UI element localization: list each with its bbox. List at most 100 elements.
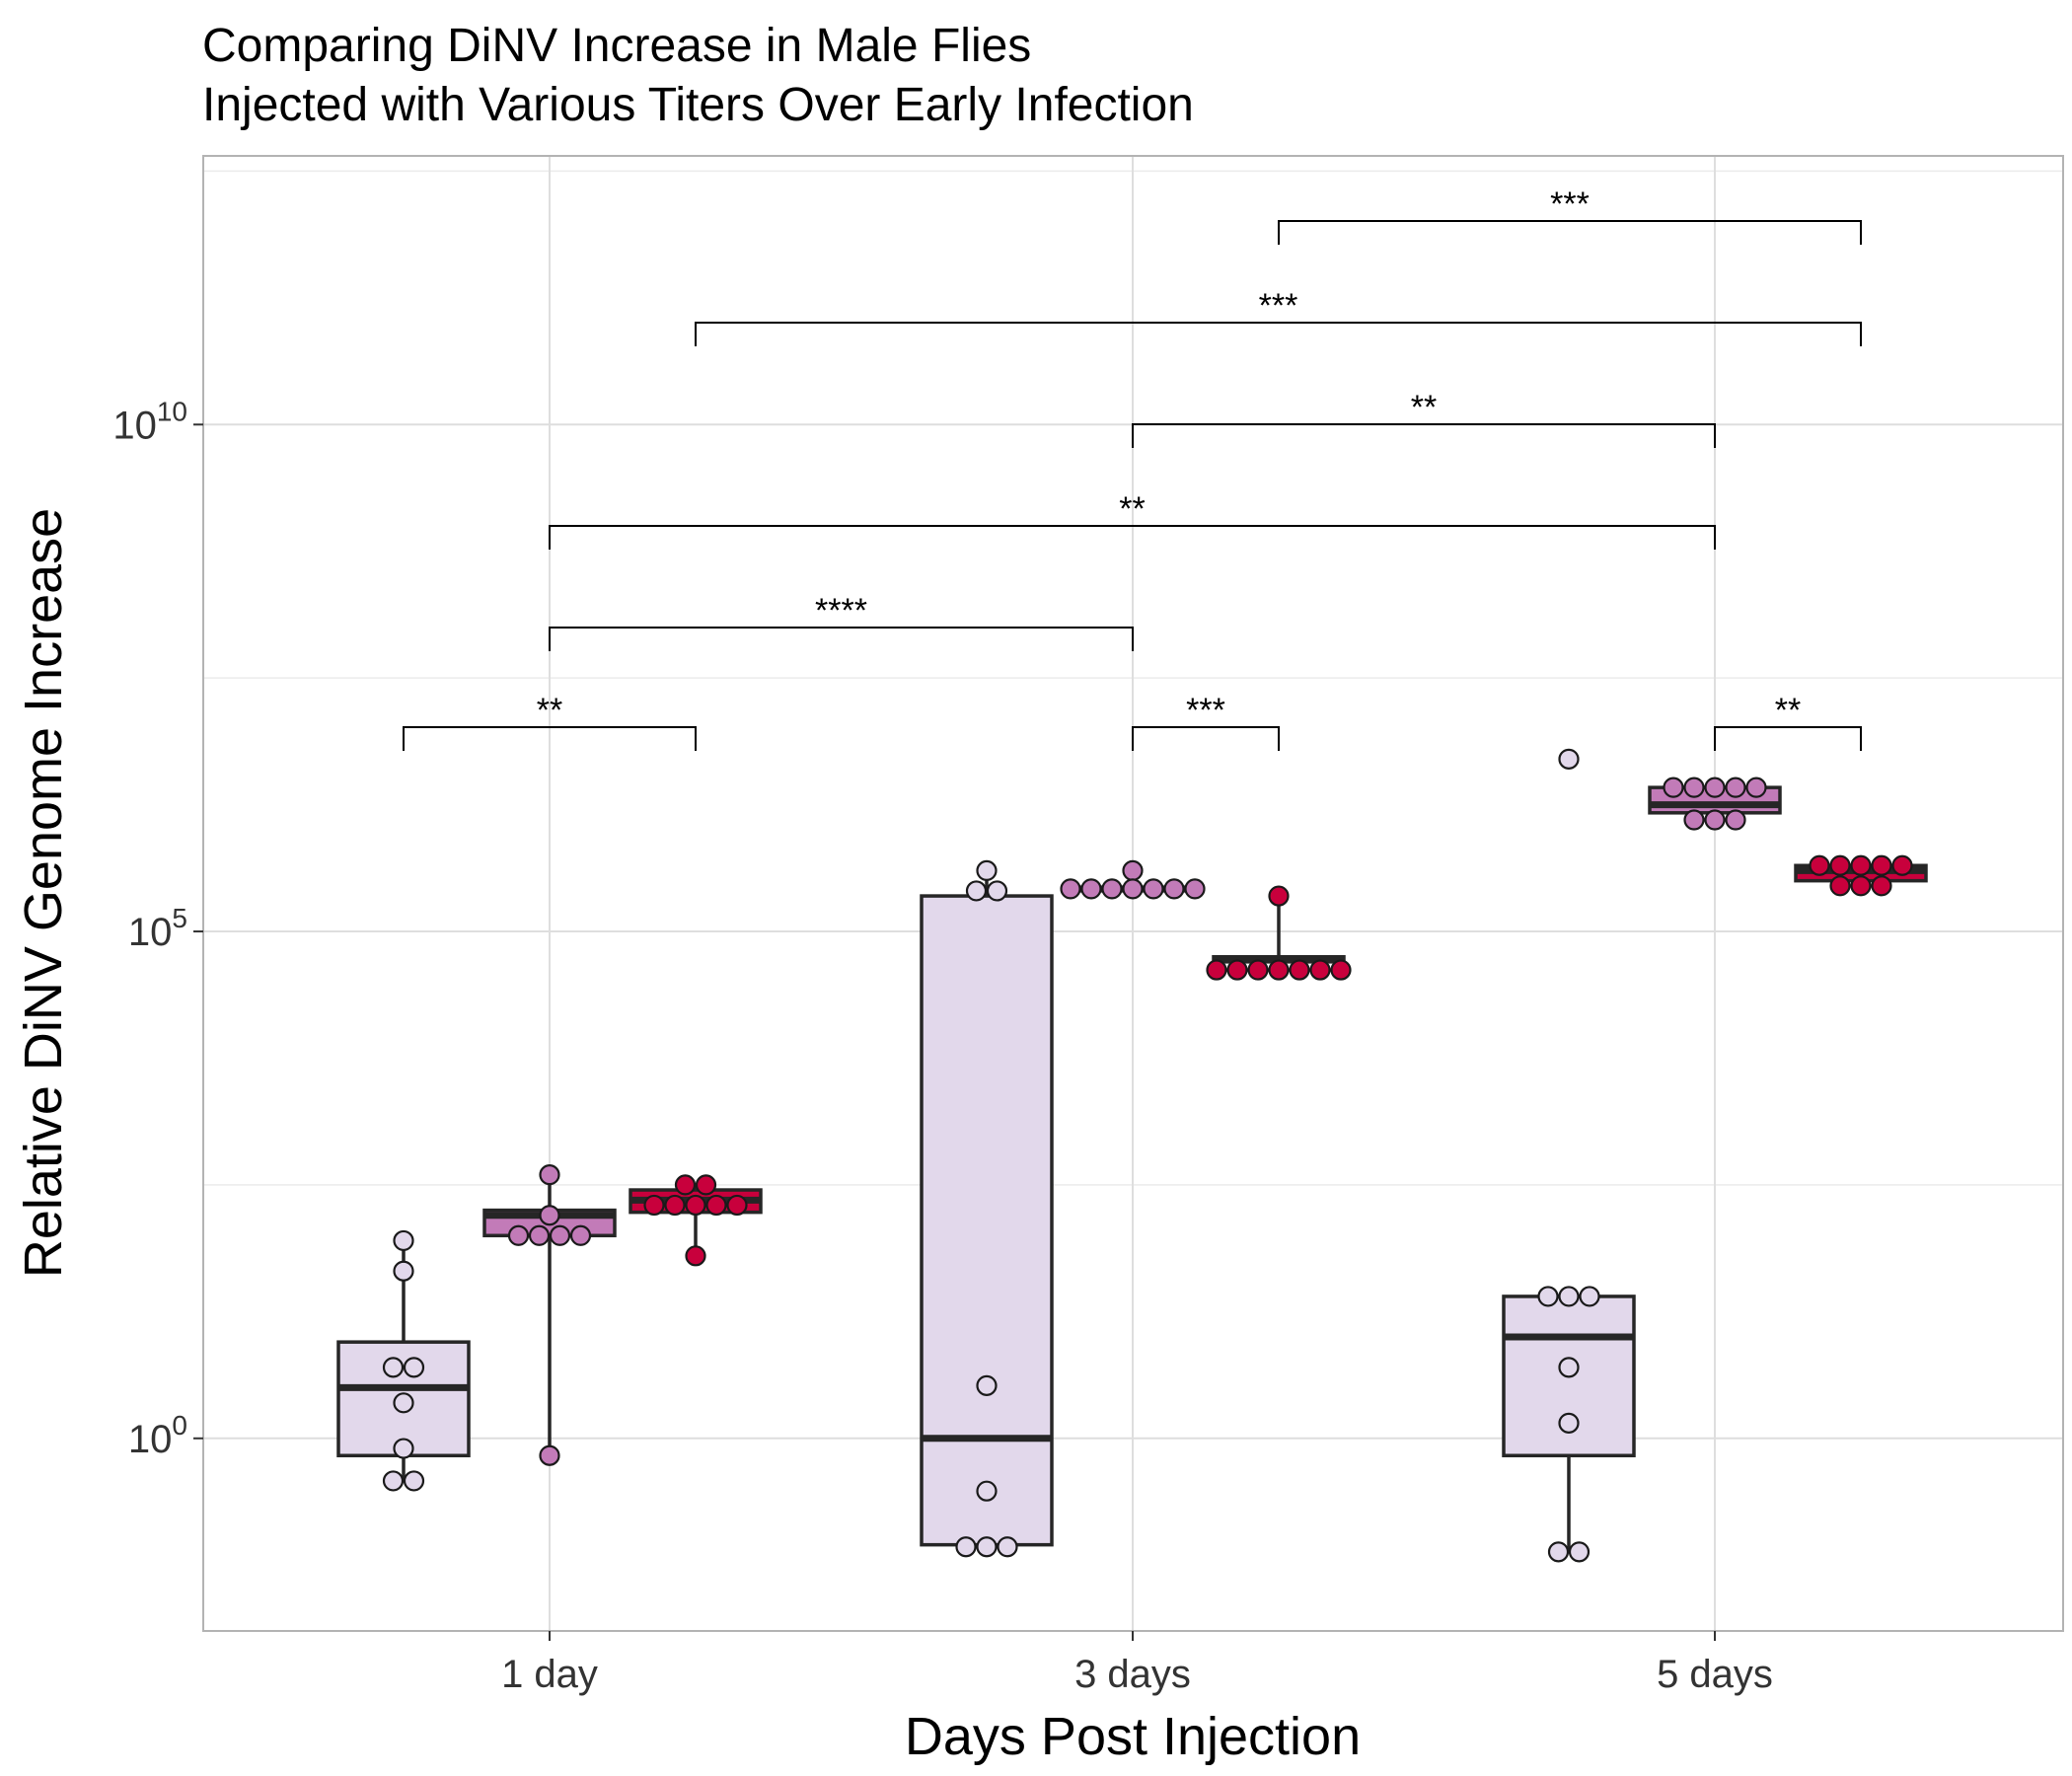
y-tick-label-1: 105 [128, 903, 187, 954]
point-s2-c0-2 [643, 1194, 665, 1217]
point-s1-c0-2 [507, 1224, 530, 1246]
point-s0-c1-6 [976, 1536, 998, 1558]
point-s1-c2-5 [1683, 809, 1705, 831]
point-s0-c2-3 [1579, 1286, 1600, 1307]
point-s0-c0-5 [393, 1438, 414, 1459]
point-s2-c2-0 [1809, 854, 1830, 876]
significance-bracket-0 [403, 726, 697, 751]
point-s2-c1-1 [1206, 959, 1227, 981]
y-tick-label-2: 1010 [112, 396, 187, 447]
point-s2-c2-2 [1850, 854, 1872, 876]
point-s0-c1-7 [997, 1536, 1018, 1558]
point-s2-c2-4 [1891, 854, 1913, 876]
point-s0-c1-2 [986, 880, 1008, 902]
point-s0-c0-7 [403, 1470, 425, 1492]
point-s1-c1-4 [1122, 878, 1144, 900]
point-s0-c2-0 [1558, 748, 1580, 770]
point-s0-c2-6 [1547, 1541, 1570, 1563]
point-s0-c0-2 [382, 1357, 405, 1378]
point-s0-c2-4 [1558, 1357, 1580, 1378]
point-s1-c1-0 [1122, 859, 1144, 881]
significance-label-0: ** [537, 692, 562, 729]
point-s1-c1-7 [1184, 878, 1206, 900]
significance-bracket-1 [1132, 726, 1280, 751]
point-s1-c2-3 [1725, 777, 1746, 798]
data-points [382, 748, 1913, 1563]
significance-bracket-6 [695, 322, 1862, 346]
point-s2-c0-1 [695, 1174, 717, 1196]
point-s2-c1-0 [1268, 885, 1290, 907]
axes: 100 105 1010 1 day 3 days 5 days [112, 396, 1773, 1696]
significance-bracket-7 [1278, 220, 1862, 245]
significance-label-2: ** [1775, 692, 1801, 729]
significance-label-6: *** [1259, 287, 1298, 325]
significance-bracket-5 [1132, 423, 1716, 448]
point-s0-c2-1 [1537, 1286, 1559, 1307]
point-s2-c0-5 [705, 1194, 727, 1217]
point-s1-c0-0 [539, 1164, 560, 1186]
point-s0-c1-5 [955, 1536, 977, 1558]
point-s1-c2-7 [1725, 809, 1746, 831]
x-tick-label-0: 1 day [501, 1653, 598, 1696]
point-s0-c0-1 [393, 1260, 414, 1282]
point-s2-c2-7 [1871, 875, 1892, 897]
point-s2-c2-1 [1829, 854, 1851, 876]
point-s2-c0-7 [685, 1245, 706, 1267]
point-s0-c0-4 [393, 1392, 414, 1414]
point-s0-c0-3 [403, 1357, 425, 1378]
significance-label-3: **** [815, 592, 867, 629]
point-s2-c2-6 [1850, 875, 1872, 897]
point-s2-c0-3 [664, 1194, 686, 1217]
point-s2-c0-6 [726, 1194, 748, 1217]
point-s0-c1-3 [976, 1374, 998, 1396]
x-tick-label-2: 5 days [1657, 1653, 1773, 1696]
y-axis-title: Relative DiNV Genome Increase [14, 508, 73, 1278]
point-s2-c1-2 [1226, 959, 1248, 981]
point-s1-c1-5 [1143, 878, 1164, 900]
point-s1-c2-2 [1704, 777, 1726, 798]
y-tick-label-0: 100 [128, 1410, 187, 1461]
point-s0-c2-7 [1568, 1541, 1591, 1563]
point-s1-c0-1 [539, 1205, 560, 1226]
point-s0-c0-0 [393, 1229, 414, 1252]
point-s2-c1-3 [1247, 959, 1269, 981]
significance-label-4: ** [1119, 490, 1145, 528]
point-s1-c0-5 [569, 1224, 592, 1246]
significance-label-5: ** [1411, 389, 1437, 426]
point-s2-c2-5 [1829, 875, 1851, 897]
point-s1-c1-1 [1060, 878, 1081, 900]
point-s1-c2-1 [1683, 777, 1705, 798]
box-s0-c1 [920, 894, 1054, 1547]
x-tick-label-1: 3 days [1074, 1653, 1191, 1696]
point-s2-c1-4 [1268, 959, 1290, 981]
point-s2-c1-6 [1309, 959, 1331, 981]
point-s1-c2-0 [1663, 777, 1684, 798]
significance-bracket-4 [549, 525, 1716, 550]
point-s1-c2-6 [1704, 809, 1726, 831]
point-s1-c2-4 [1745, 777, 1767, 798]
chart-title-line-2: Injected with Various Titers Over Early … [202, 79, 1194, 131]
point-s0-c2-2 [1558, 1286, 1580, 1307]
significance-bracket-3 [549, 627, 1134, 651]
point-s2-c1-7 [1330, 959, 1352, 981]
point-s0-c1-4 [976, 1480, 998, 1502]
significance-bracket-2 [1714, 726, 1862, 751]
chart-title-line-1: Comparing DiNV Increase in Male Flies [202, 20, 1031, 72]
point-s1-c0-3 [528, 1224, 551, 1246]
point-s1-c0-4 [549, 1224, 571, 1246]
point-s1-c1-3 [1101, 878, 1123, 900]
x-axis-title: Days Post Injection [905, 1707, 1361, 1766]
significance-label-7: *** [1550, 185, 1590, 223]
point-s1-c1-2 [1080, 878, 1102, 900]
point-s2-c2-3 [1871, 854, 1892, 876]
point-s0-c0-6 [382, 1470, 405, 1492]
point-s0-c1-1 [965, 880, 988, 902]
point-s2-c1-5 [1289, 959, 1310, 981]
point-s0-c1-0 [976, 859, 998, 881]
point-s1-c0-6 [539, 1444, 560, 1466]
point-s2-c0-4 [685, 1194, 706, 1217]
significance-label-1: *** [1186, 692, 1225, 729]
point-s0-c2-5 [1558, 1412, 1580, 1434]
point-s1-c1-6 [1163, 878, 1185, 900]
